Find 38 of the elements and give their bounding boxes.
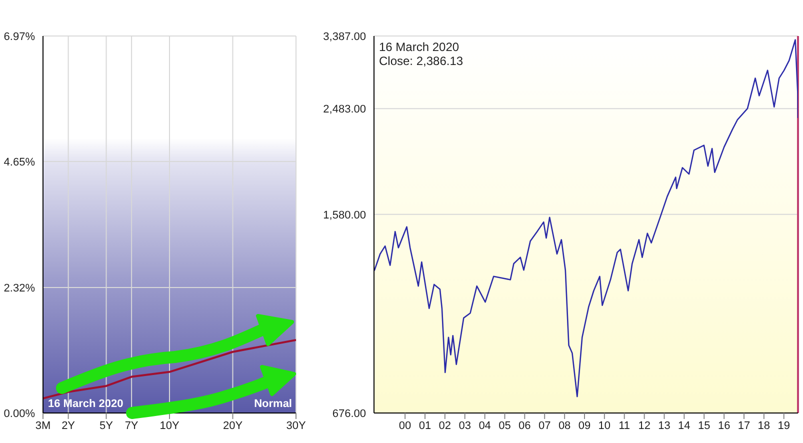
x-tick-label: 3M [35,420,51,432]
x-tick-label: 17 [738,420,750,432]
y-tick-label: 1,580.00 [323,209,366,222]
x-tick-label: 01 [418,420,432,432]
annotation: 16 March 2020 [379,40,460,54]
x-tick-label: 5Y [100,420,114,432]
x-tick-label: 04 [478,420,491,432]
x-tick-label: 13 [658,420,670,432]
annotation: Normal [254,398,292,410]
y-tick-label: 4.65% [4,156,36,168]
x-tick-label: 20Y [222,420,244,432]
x-tick-label: 18 [758,420,770,432]
x-tick-label: 15 [698,420,710,432]
x-tick-label: 02 [438,420,452,432]
x-tick-label: 14 [678,420,690,432]
x-tick-label: 05 [498,420,511,432]
y-tick-label: 2.32% [4,282,36,294]
x-tick-label: 30Y [286,420,306,432]
x-tick-label: 00 [398,420,412,432]
x-tick-label: 11 [618,420,630,432]
y-tick-label: 6.97% [4,30,36,43]
x-tick-label: 12 [638,420,650,432]
x-tick-label: 10 [598,420,611,432]
x-tick-label: 16 [718,420,730,432]
x-tick-label: 10Y [160,420,180,432]
x-tick-label: 09 [578,420,591,432]
x-tick-label: 07 [538,420,551,432]
x-tick-label: 06 [518,420,531,432]
y-tick-label: 3,387.00 [323,30,366,43]
x-tick-label: 7Y [124,420,139,432]
annotation: Close: 2,386.13 [379,54,464,68]
x-tick-label: 08 [558,420,571,432]
x-tick-label: 03 [458,420,471,432]
x-tick-label: 2Y [62,420,76,432]
y-tick-label: 0.00% [4,408,36,420]
y-tick-label: 2,483.00 [323,104,366,116]
x-tick-label: 19 [778,420,790,432]
y-tick-label: 676.00 [332,408,366,420]
